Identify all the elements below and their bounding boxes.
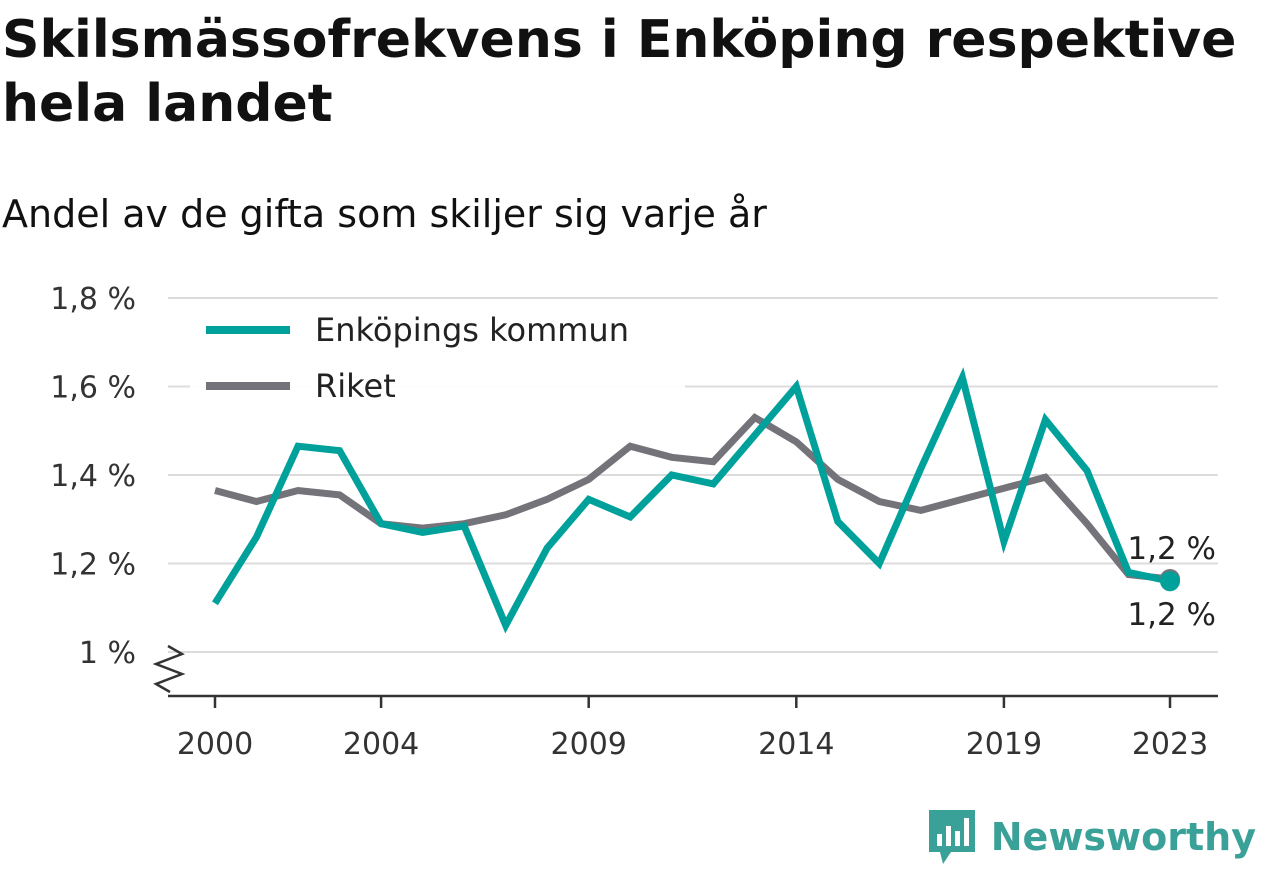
series-line [212, 367, 1171, 634]
brand: Newsworthy [927, 807, 1256, 867]
legend: Enköpings kommun Riket [190, 300, 685, 405]
y-tick-label: 1 % [79, 636, 136, 671]
x-tick-label: 2009 [551, 727, 627, 762]
y-tick-label: 1,4 % [50, 459, 136, 494]
x-tick-label: 2023 [1132, 727, 1208, 762]
brand-name: Newsworthy [990, 815, 1256, 859]
series-end-point [1160, 571, 1180, 592]
y-axis: 1 % 1,2 % 1,4 % 1,6 % 1,8 % [50, 282, 186, 694]
x-tick-label: 2019 [966, 727, 1042, 762]
x-tick-label: 2000 [177, 727, 253, 762]
x-tick-label: 2004 [343, 727, 419, 762]
x-tick-label: 2014 [758, 727, 834, 762]
series-lines [212, 367, 1180, 634]
end-labels: 1,2 % 1,2 % [1127, 531, 1216, 633]
end-value-label: 1,2 % [1127, 597, 1216, 633]
legend-background [190, 300, 685, 390]
legend-label: Riket [315, 367, 396, 405]
chart-title: Skilsmässofrekvens i Enköping respektive… [2, 10, 1237, 134]
legend-label: Enköpings kommun [315, 311, 629, 349]
y-tick-label: 1,6 % [50, 371, 136, 406]
y-tick-label: 1,2 % [50, 548, 136, 583]
y-axis-break [152, 644, 186, 694]
chart-subtitle: Andel av de gifta som skiljer sig varje … [2, 192, 767, 236]
y-tick-label: 1,8 % [50, 282, 136, 317]
newsworthy-logo-icon [928, 810, 975, 864]
x-axis: 2000 2004 2009 2014 2019 2023 [168, 694, 1218, 762]
end-value-label: 1,2 % [1127, 531, 1216, 567]
series-line [214, 413, 1171, 583]
